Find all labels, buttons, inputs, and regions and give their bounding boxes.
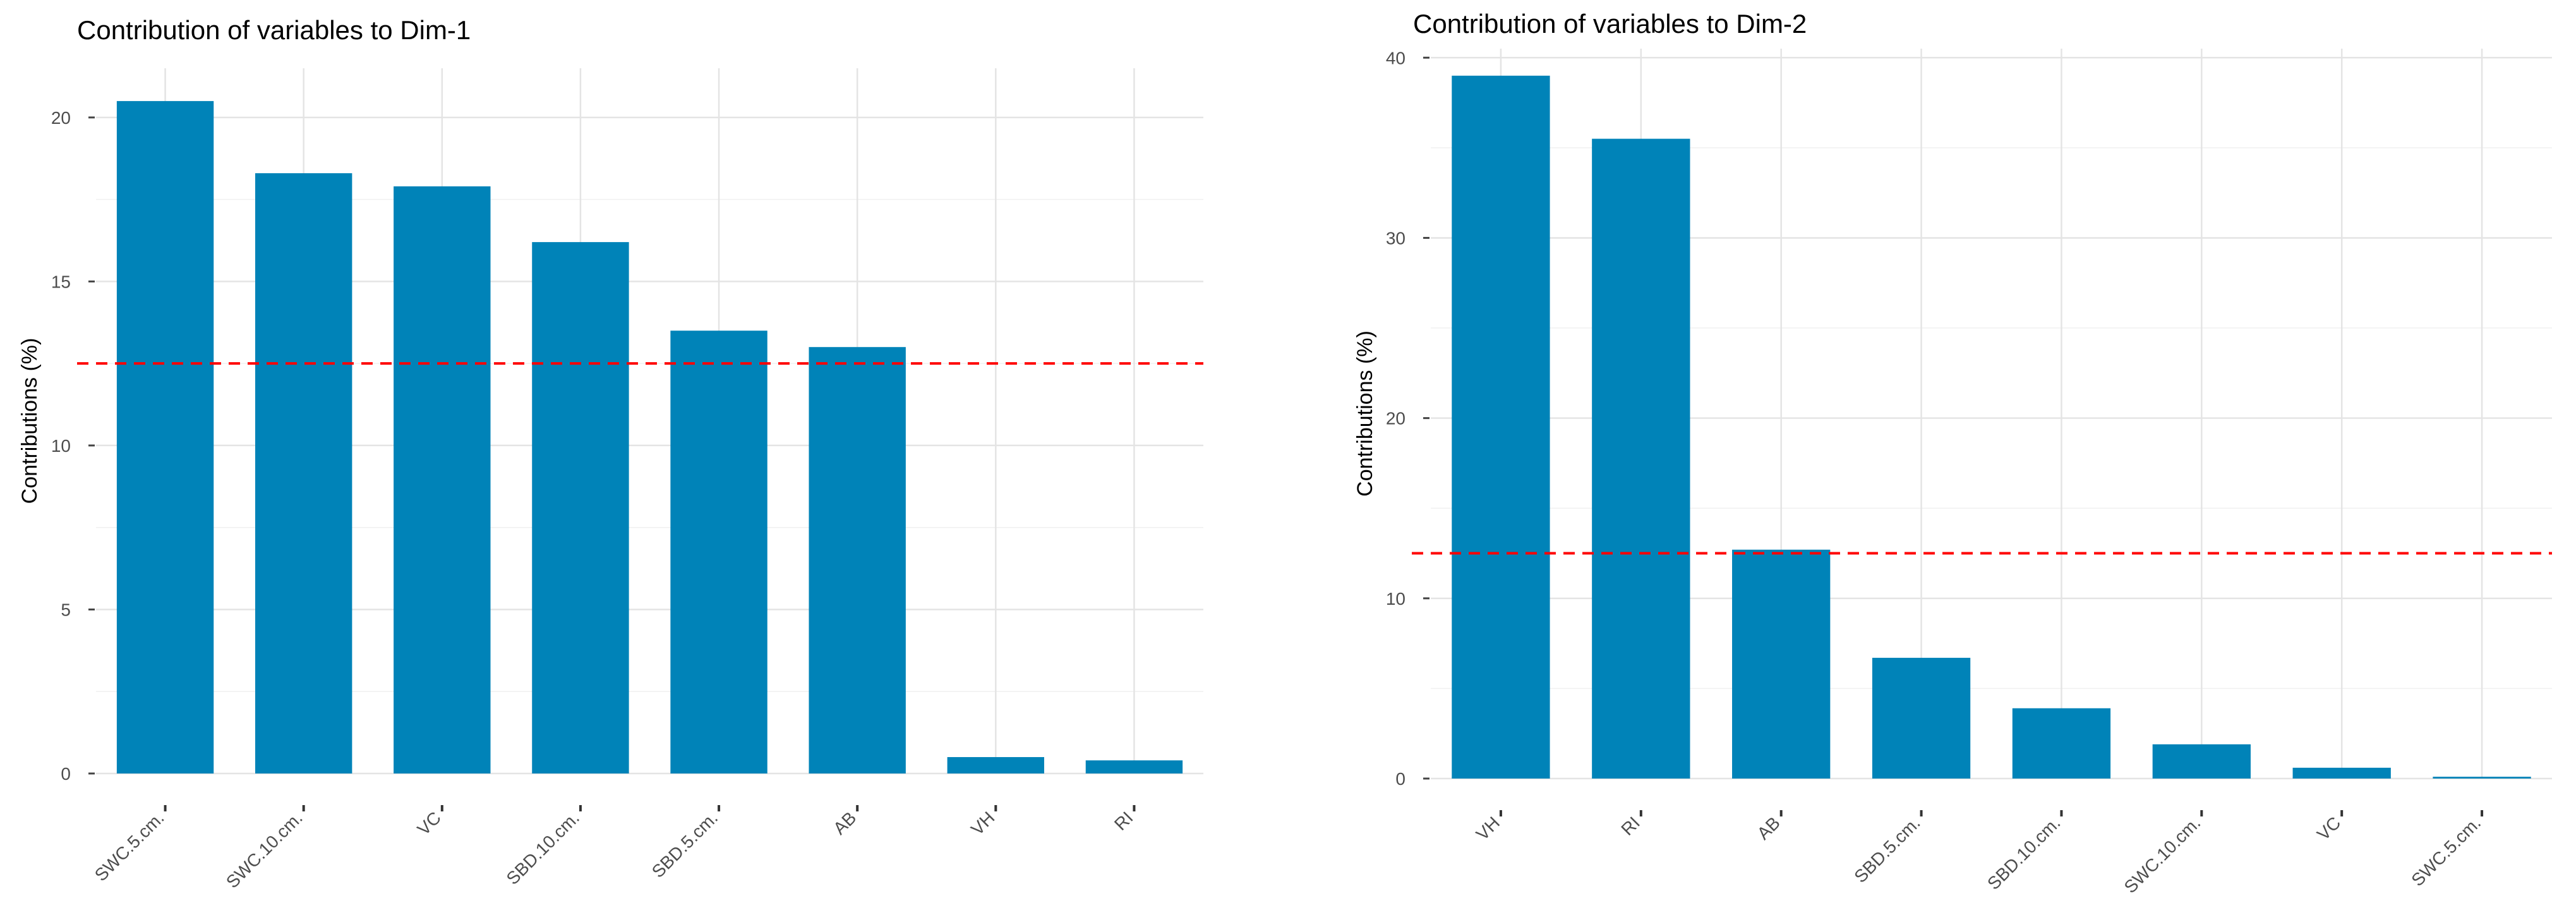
chart-title: Contribution of variables to Dim-2 (1413, 9, 1807, 39)
bar-SWC.5.cm. (2433, 777, 2531, 779)
y-tick-label: 40 (1386, 48, 1405, 68)
chart-panel-2: 0 10 20 30 40 VH RI AB SBD.5.cm. SBD.10.cm. SWC.10… (1353, 9, 2552, 897)
bar-SWC.10.cm. (255, 173, 352, 774)
x-tick-label: AB (1754, 813, 1784, 843)
bar-VC (2292, 767, 2391, 779)
bar-SBD.10.cm. (532, 242, 629, 774)
x-tick-label: VC (2313, 813, 2344, 844)
x-tick-label: VH (1472, 813, 1503, 844)
bar-RI (1592, 138, 1690, 779)
bar-SBD.5.cm. (1872, 657, 1971, 779)
x-tick-label: SWC.10.cm. (2121, 813, 2205, 897)
x-tick-label: SBD.5.cm. (1850, 813, 1924, 887)
chart-panel-1: 0 5 10 15 20 SWC.5.cm. SWC.10.cm. VC SBD.10.cm. S… (18, 15, 1203, 892)
y-tick-label: 10 (1386, 589, 1405, 609)
bar-AB (1732, 549, 1831, 779)
bar-AB (809, 347, 906, 773)
x-tick-label: RI (1110, 808, 1137, 834)
y-tick-label: 15 (51, 272, 71, 291)
x-tick-label: VH (967, 808, 998, 839)
x-tick-label: SBD.10.cm. (503, 808, 584, 889)
x-tick-label: RI (1617, 813, 1644, 839)
bar-VH (947, 757, 1045, 773)
y-tick-label: 30 (1386, 228, 1405, 248)
bar-SWC.10.cm. (2152, 744, 2251, 779)
bar-VC (394, 186, 491, 773)
x-tick-label: VC (414, 808, 445, 839)
bar-SBD.5.cm. (670, 331, 767, 773)
y-axis-title: Contributions (%) (18, 338, 42, 504)
x-tick-label: AB (829, 808, 860, 838)
x-tick-label: SWC.5.cm. (91, 808, 168, 885)
y-tick-label: 0 (61, 764, 71, 784)
y-tick-label: 10 (51, 436, 71, 456)
x-tick-label: SWC.5.cm. (2407, 813, 2484, 890)
x-tick-label: SWC.10.cm. (222, 808, 306, 892)
y-axis-title: Contributions (%) (1353, 331, 1377, 497)
bar-VH (1452, 75, 1550, 779)
y-tick-label: 5 (61, 600, 71, 619)
x-tick-label: SBD.5.cm. (648, 808, 722, 882)
y-tick-label: 20 (1386, 409, 1405, 428)
chart-title: Contribution of variables to Dim-1 (77, 15, 471, 45)
y-tick-label: 20 (51, 108, 71, 128)
y-tick-label: 0 (1395, 769, 1405, 789)
bar-SBD.10.cm. (2012, 708, 2111, 779)
bar-RI (1085, 760, 1183, 773)
x-tick-label: SBD.10.cm. (1983, 813, 2064, 894)
bar-SWC.5.cm. (116, 100, 214, 773)
